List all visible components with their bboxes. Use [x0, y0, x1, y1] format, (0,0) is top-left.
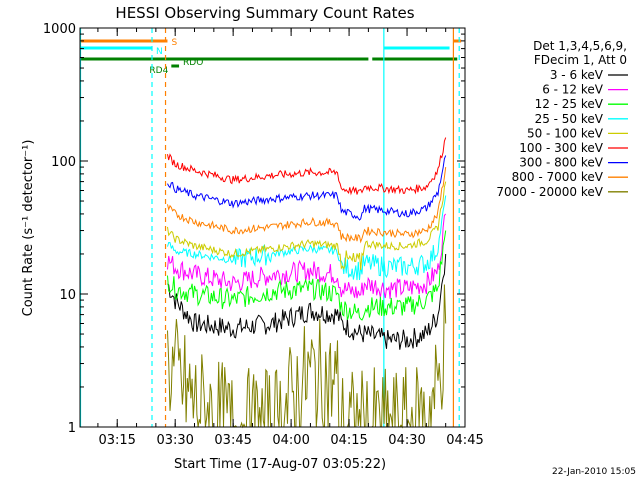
x-tick-label: 04:15 — [330, 433, 367, 448]
plot-frame — [79, 27, 466, 428]
y-tick-label: 10 — [59, 288, 76, 303]
x-tick-label: 03:45 — [214, 433, 251, 448]
y-tick-label: 100 — [51, 155, 76, 170]
legend-entry-label: 100 - 300 keV — [519, 141, 603, 155]
legend-entry-label: 300 - 800 keV — [519, 156, 603, 170]
x-tick-label: 04:00 — [272, 433, 309, 448]
y-tick-label: 1000 — [43, 22, 76, 37]
x-axis-label: Start Time (17-Aug-07 03:05:22) — [174, 457, 386, 472]
flag-label-n: N — [156, 47, 163, 57]
legend-entry-label: 12 - 25 keV — [535, 97, 604, 111]
x-tick-label: 03:15 — [98, 433, 135, 448]
x-tick-label: 04:45 — [446, 433, 483, 448]
series-line-0 — [167, 253, 447, 350]
series-line-1 — [167, 213, 447, 299]
legend-entry-label: 3 - 6 keV — [550, 68, 604, 82]
y-axis-label: Count Rate (s⁻¹ detector⁻¹) — [21, 140, 36, 317]
plot-area: SN RD4 RDO 1 10 100 1000 03:15 03:30 03:45 04:00 04… — [43, 22, 484, 448]
series-line-4 — [167, 181, 447, 271]
chart-title: HESSI Observing Summary Count Rates — [115, 4, 414, 22]
legend-entry-label: 50 - 100 keV — [527, 126, 604, 140]
series-line-2 — [167, 230, 447, 321]
x-tick-label: 03:30 — [156, 433, 193, 448]
legend-header-line-1: Det 1,3,4,5,6,9, — [533, 39, 627, 53]
x-tick-label: 04:30 — [388, 433, 425, 448]
date-stamp: 22-Jan-2010 15:05 — [552, 467, 636, 477]
series-line-5 — [167, 137, 447, 196]
flag-label-rdo: RDO — [183, 58, 203, 68]
series-line-7 — [167, 167, 447, 244]
flag-label-s: S — [171, 38, 177, 48]
flag-label-rd4: RD4 — [149, 66, 168, 76]
legend-entry-label: 6 - 12 keV — [542, 83, 604, 97]
series-line-6 — [167, 155, 447, 221]
legend-entry-label: 800 - 7000 keV — [512, 170, 604, 184]
legend-header-line-2: FDecim 1, Att 0 — [534, 53, 627, 67]
legend-entry-label: 25 - 50 keV — [535, 112, 604, 126]
legend-entry-label: 7000 - 20000 keV — [496, 185, 603, 199]
series-line-3 — [167, 195, 447, 281]
y-tick-label: 1 — [68, 421, 76, 436]
